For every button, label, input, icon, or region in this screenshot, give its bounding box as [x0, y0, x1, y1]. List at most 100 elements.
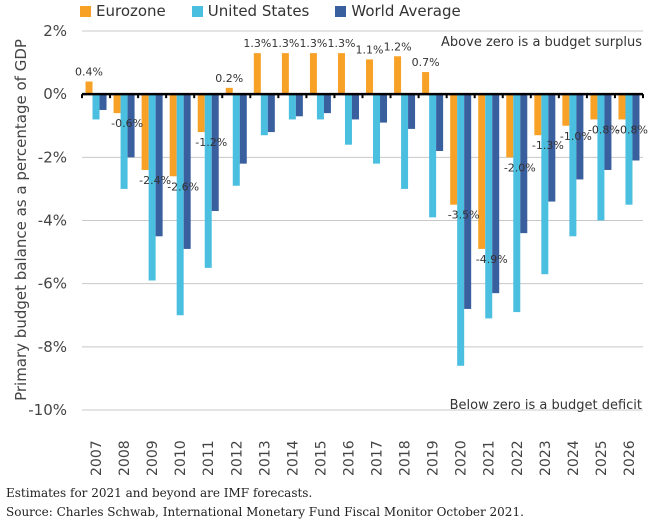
x-axis-ticks: 2007 2008 2009 2010 2011 2012 2013 2014 2015 2016…	[89, 440, 638, 476]
united-states-bar	[176, 94, 184, 316]
legend-swatch-eurozone	[80, 5, 91, 17]
x-tick-label: 2024	[566, 440, 582, 476]
eurozone-bar	[562, 94, 570, 126]
x-tick-label: 2013	[257, 440, 273, 476]
x-tick-label: 2009	[145, 440, 161, 476]
legend-swatch-united-states	[191, 5, 203, 17]
x-tick-label: 2017	[370, 440, 386, 476]
eurozone-bar	[169, 94, 177, 177]
united-states-bar	[260, 94, 268, 136]
eurozone-bar	[113, 94, 121, 114]
eurozone-bar	[309, 53, 317, 95]
eurozone-bar	[225, 87, 233, 95]
united-states-bar	[316, 94, 324, 120]
y-axis-ticks: 2% 0% -2% -4% -6% -8% -10%	[28, 22, 67, 419]
united-states-bar	[485, 94, 493, 319]
world-average-bar	[520, 94, 528, 234]
world-average-bar	[323, 94, 331, 114]
legend-label-eurozone: Eurozone	[96, 2, 166, 20]
united-states-bar	[232, 94, 240, 186]
eurozone-bar	[366, 59, 374, 95]
united-states-bar	[569, 94, 577, 237]
y-tick-label: -2%	[38, 148, 67, 166]
eurozone-bar	[141, 94, 149, 170]
x-tick-label: 2011	[201, 440, 217, 476]
united-states-bar	[373, 94, 381, 164]
eurozone-data-label: -1.2%	[195, 136, 227, 149]
y-axis-label: Primary budget balance as a percentage o…	[12, 39, 30, 401]
world-average-bar	[267, 94, 275, 133]
eurozone-data-label: -3.5%	[448, 209, 480, 222]
world-average-bar	[436, 94, 444, 152]
world-average-bar	[351, 94, 359, 120]
legend-swatch-world-average	[335, 5, 347, 17]
eurozone-data-label: 1.3%	[271, 37, 299, 50]
zero-axis	[81, 92, 644, 99]
eurozone-bar	[450, 94, 458, 205]
legend-item-united-states: United States	[191, 2, 310, 20]
legend-label-united-states: United States	[207, 2, 310, 20]
y-tick-label: -8%	[38, 338, 67, 356]
world-average-bar	[380, 94, 388, 123]
eurozone-data-label: 1.2%	[384, 40, 412, 53]
united-states-bar	[597, 94, 605, 221]
united-states-bar	[148, 94, 156, 281]
eurozone-data-label: -0.8%	[588, 123, 620, 136]
world-average-bar	[211, 94, 219, 212]
eurozone-data-label: 1.3%	[327, 37, 355, 50]
eurozone-bar	[85, 81, 93, 95]
eurozone-data-label: 1.1%	[356, 43, 384, 56]
y-tick-label: 0%	[43, 85, 67, 103]
legend-label-world-average: World Average	[351, 2, 461, 20]
legend: Eurozone United States World Average	[80, 2, 461, 20]
eurozone-data-label: -1.3%	[532, 139, 564, 152]
united-states-bar	[204, 94, 212, 268]
x-tick-label: 2015	[313, 440, 329, 476]
united-states-bar	[344, 94, 352, 145]
united-states-bar	[92, 94, 100, 120]
eurozone-data-label: 0.7%	[412, 56, 440, 69]
united-states-bar	[401, 94, 409, 189]
world-average-bar	[239, 94, 247, 164]
eurozone-data-label: -0.6%	[111, 117, 143, 130]
footer-source: Source: Charles Schwab, International Mo…	[6, 505, 524, 519]
x-tick-label: 2007	[89, 440, 105, 476]
annotation-deficit: Below zero is a budget deficit	[450, 398, 642, 413]
eurozone-data-label: -1.0%	[560, 130, 592, 143]
world-average-bar	[295, 94, 303, 117]
x-tick-label: 2021	[482, 440, 498, 476]
eurozone-bar	[590, 94, 598, 120]
united-states-bar	[288, 94, 296, 120]
world-average-bar	[155, 94, 163, 237]
eurozone-data-label: -2.4%	[139, 174, 171, 187]
footer-note: Estimates for 2021 and beyond are IMF fo…	[6, 486, 313, 500]
united-states-bar	[513, 94, 521, 313]
united-states-bar	[541, 94, 549, 275]
united-states-bar	[457, 94, 465, 366]
eurozone-bar	[422, 72, 430, 95]
world-average-bar	[99, 94, 107, 110]
eurozone-data-label: 1.3%	[299, 37, 327, 50]
y-tick-label: -6%	[38, 275, 67, 293]
x-tick-label: 2014	[285, 440, 301, 476]
eurozone-bar	[618, 94, 626, 120]
eurozone-bar	[337, 53, 345, 95]
world-average-bar	[408, 94, 416, 129]
x-tick-label: 2010	[173, 440, 189, 476]
eurozone-data-label: -2.6%	[167, 180, 199, 193]
world-average-bar	[632, 94, 640, 161]
eurozone-data-label: -2.0%	[504, 161, 536, 174]
eurozone-bar	[253, 53, 261, 95]
x-tick-label: 2008	[117, 440, 133, 476]
eurozone-bar	[478, 94, 486, 249]
y-tick-label: -10%	[28, 401, 67, 419]
x-tick-label: 2012	[229, 440, 245, 476]
gridlines	[82, 30, 643, 411]
world-average-bar	[127, 94, 135, 158]
x-tick-label: 2025	[594, 440, 610, 476]
annotation-surplus: Above zero is a budget surplus	[441, 35, 642, 50]
bar-chart: 2% 0% -2% -4% -6% -8% -10% 0.4% -0.6% -2.4%-2.6%…	[12, 22, 648, 476]
eurozone-bar	[506, 94, 514, 158]
eurozone-bar	[534, 94, 542, 136]
x-tick-label: 2026	[622, 440, 638, 476]
